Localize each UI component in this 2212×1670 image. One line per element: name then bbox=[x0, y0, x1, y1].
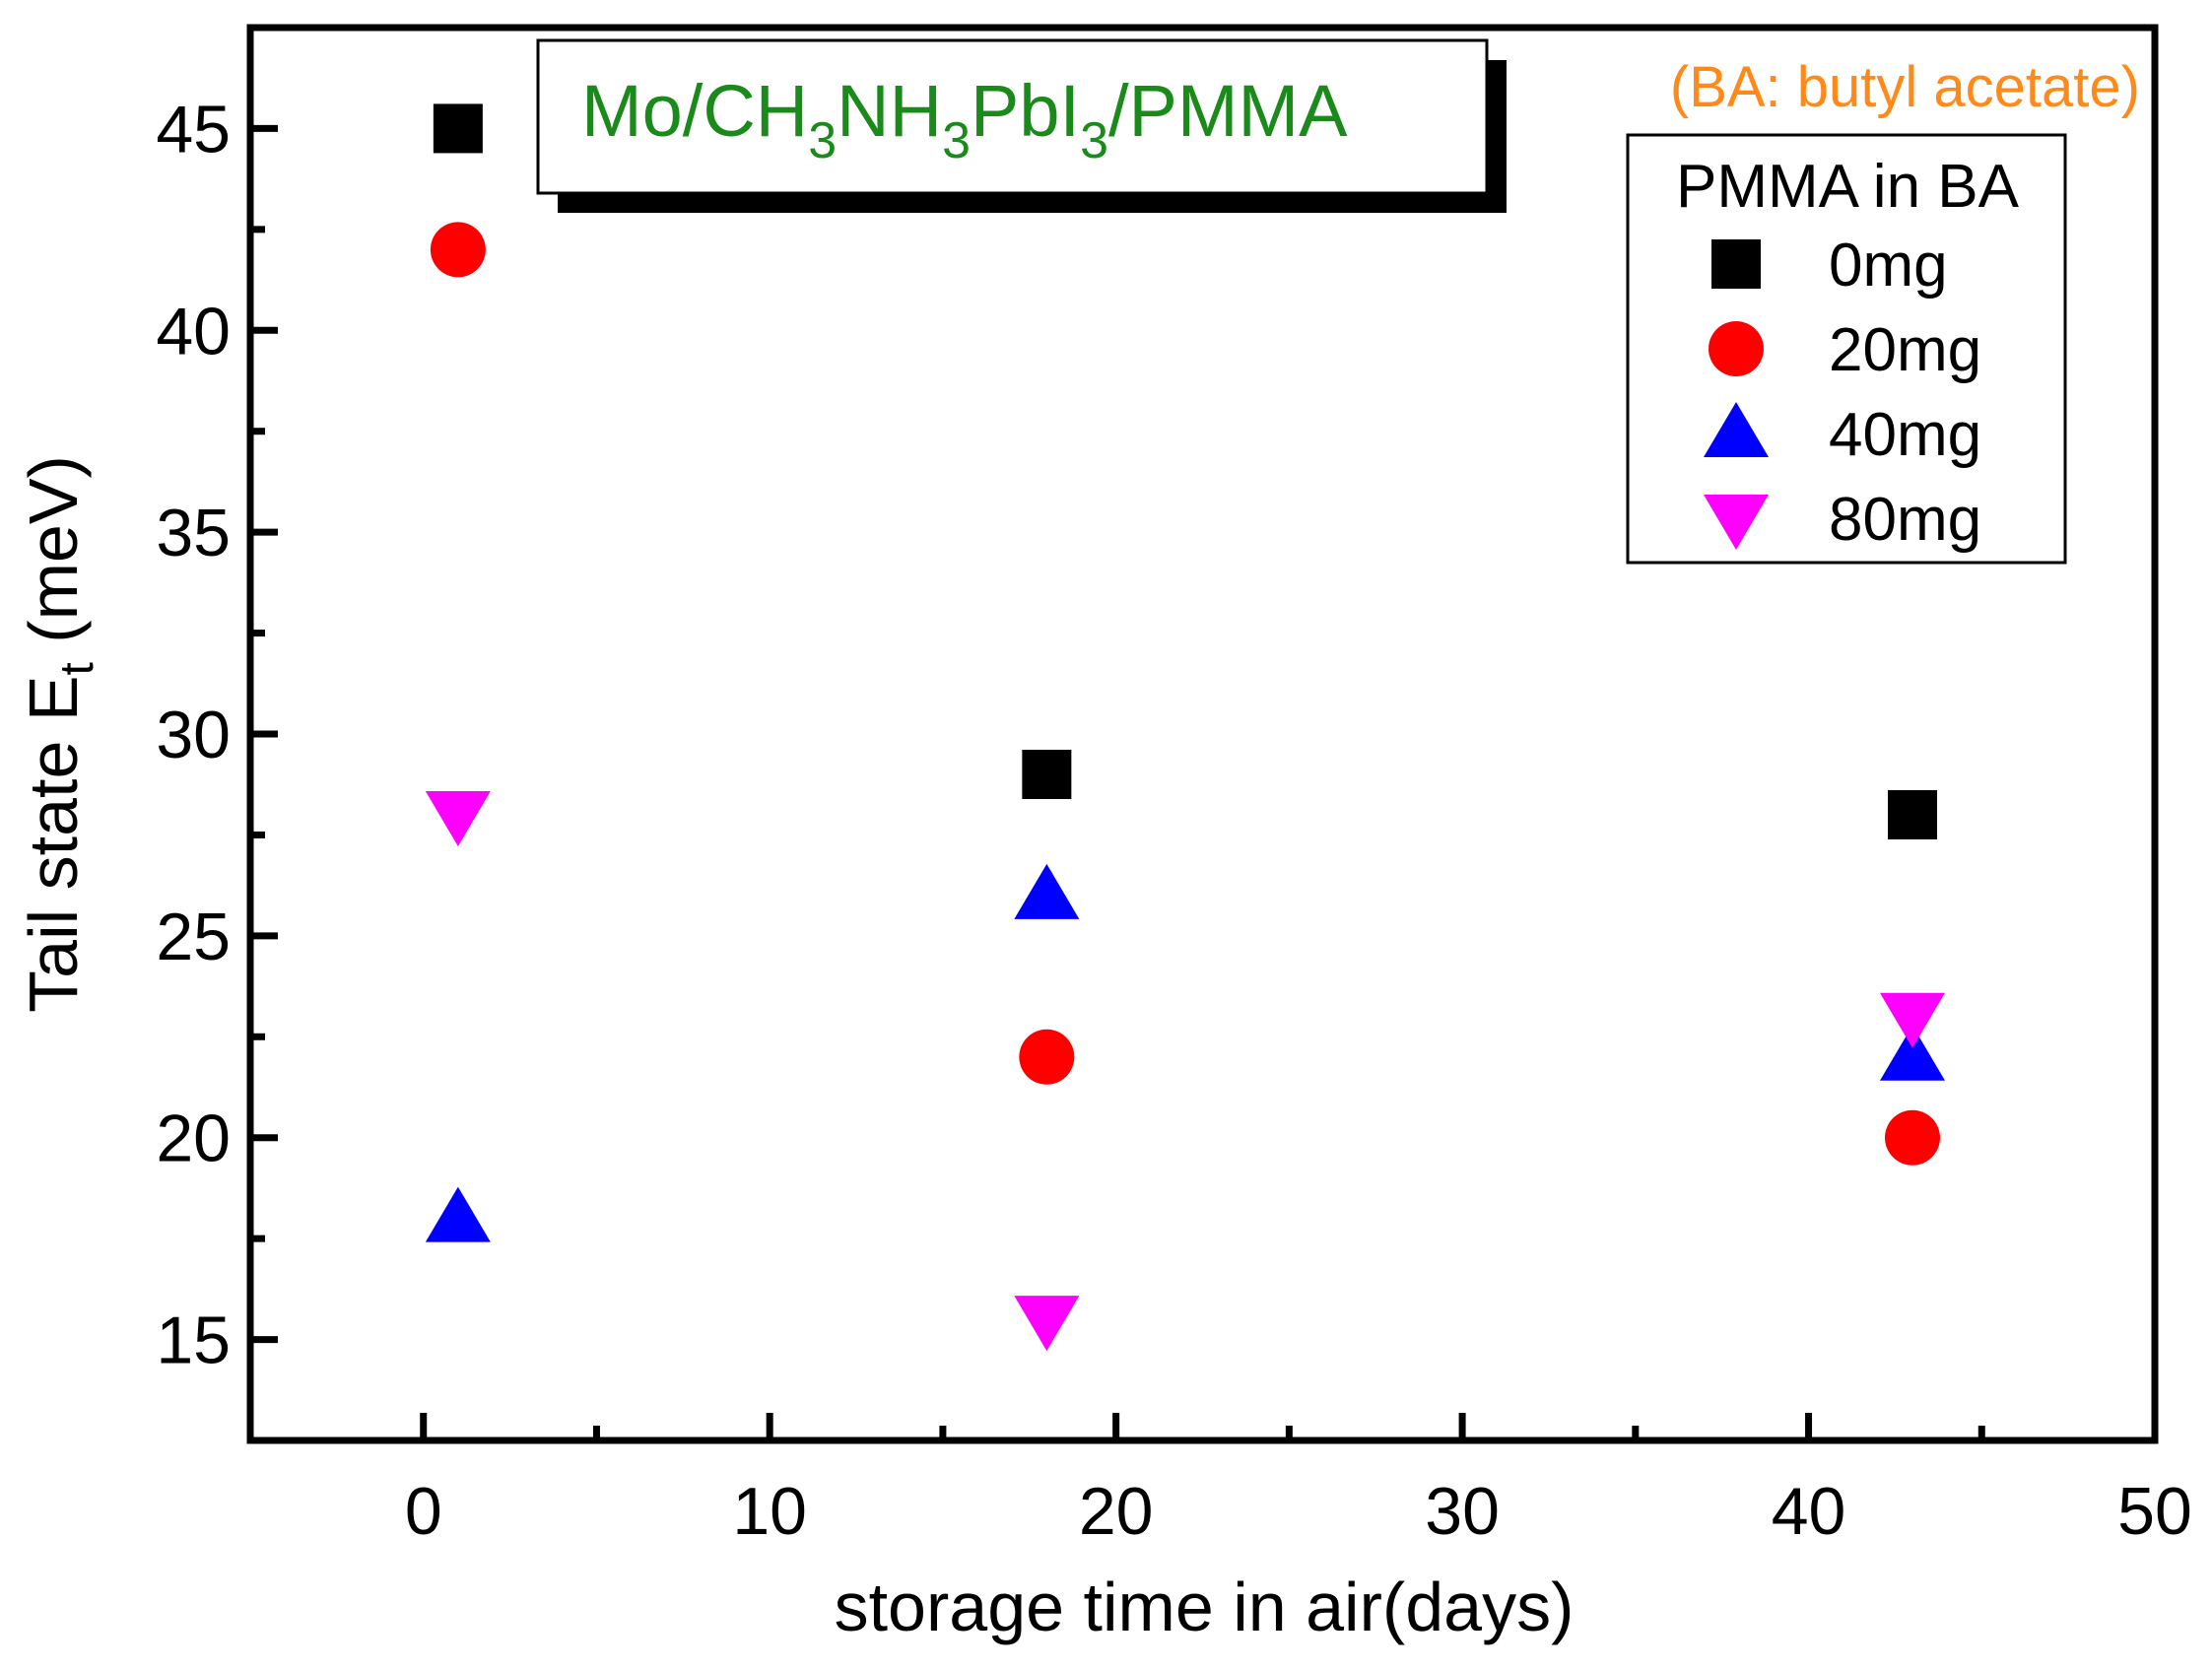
legend-marker-20mg bbox=[1709, 321, 1764, 376]
data-point-80mg bbox=[1014, 1296, 1080, 1352]
data-point-0mg bbox=[1887, 789, 1937, 839]
axis-tick-labels: 0 10 20 30 40 50 15 20 25 30 35 40 45 bbox=[156, 92, 2191, 1549]
data-point-40mg bbox=[1014, 863, 1080, 919]
legend-label-0mg: 0mg bbox=[1829, 232, 1948, 300]
legend-box bbox=[1626, 133, 2067, 565]
legend-marker-0mg bbox=[1711, 239, 1761, 289]
data-point-40mg bbox=[425, 1186, 491, 1242]
axis-ticks bbox=[250, 124, 2159, 1444]
data-point-20mg bbox=[430, 222, 486, 278]
x-tick-label: 0 bbox=[405, 1474, 442, 1549]
legend: PMMA in BA 0mg 20mg 40mg 80mg bbox=[1626, 133, 2067, 565]
x-tick-label: 40 bbox=[1772, 1474, 1846, 1549]
legend-label-40mg: 40mg bbox=[1829, 401, 1981, 469]
y-tick-label: 45 bbox=[156, 92, 231, 167]
legend-title: PMMA in BA bbox=[1676, 153, 2020, 221]
data-point-20mg bbox=[1884, 1109, 1940, 1166]
x-tick-label: 20 bbox=[1079, 1474, 1154, 1549]
inset-label-box bbox=[536, 38, 1489, 195]
legend-marker-40mg bbox=[1704, 402, 1769, 457]
inset-label: Mo/CH3NH3PbI3/PMMA bbox=[536, 38, 1507, 213]
y-tick-label: 30 bbox=[156, 698, 231, 772]
x-tick-label: 30 bbox=[1425, 1474, 1500, 1549]
y-axis-title: Tail state Et (meV) bbox=[15, 455, 103, 1013]
inset-label-text: Mo/CH3NH3PbI3/PMMA bbox=[581, 70, 1348, 169]
data-point-20mg bbox=[1019, 1029, 1075, 1085]
y-tick-label: 35 bbox=[156, 496, 231, 570]
data-point-80mg bbox=[425, 790, 491, 846]
y-tick-label: 15 bbox=[156, 1303, 231, 1378]
data-point-0mg bbox=[1022, 749, 1072, 799]
y-tick-label: 20 bbox=[156, 1102, 231, 1176]
y-tick-label: 40 bbox=[156, 294, 231, 368]
data-point-0mg bbox=[433, 103, 483, 154]
x-tick-label: 50 bbox=[2117, 1474, 2192, 1549]
x-axis-title: storage time in air(days) bbox=[835, 1569, 1575, 1645]
legend-items: 0mg 20mg 40mg 80mg bbox=[1704, 232, 1981, 554]
solvent-note: (BA: butyl acetate) bbox=[1670, 55, 2140, 119]
data-point-80mg bbox=[1879, 992, 1945, 1048]
y-tick-label: 25 bbox=[156, 900, 231, 974]
legend-label-80mg: 80mg bbox=[1829, 486, 1981, 554]
data-point-40mg bbox=[1879, 1025, 1945, 1081]
data-points bbox=[425, 103, 1945, 1352]
x-tick-label: 10 bbox=[732, 1474, 807, 1549]
legend-marker-80mg bbox=[1704, 495, 1769, 550]
legend-label-20mg: 20mg bbox=[1829, 316, 1981, 384]
